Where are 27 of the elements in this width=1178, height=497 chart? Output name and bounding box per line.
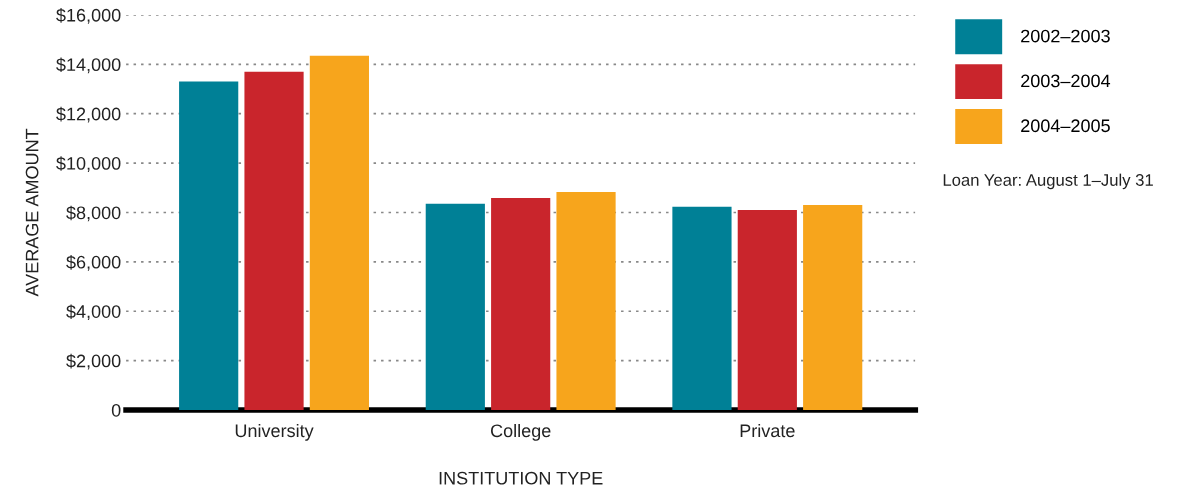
y-tick-label: $8,000 xyxy=(66,205,121,222)
y-tick-label: $16,000 xyxy=(56,8,121,24)
x-tick-label: University xyxy=(235,423,314,441)
y-tick-label: $12,000 xyxy=(56,106,121,123)
x-tick-label: Private xyxy=(740,423,795,438)
bar xyxy=(425,203,485,411)
bar xyxy=(803,205,863,411)
text: Loan Year: August 1–July 31 xyxy=(943,173,1153,190)
bar xyxy=(244,71,304,411)
bar xyxy=(556,191,616,411)
x-axis-title: INSTITUTION TYPE xyxy=(439,471,603,485)
y-tick-label: $10,000 xyxy=(56,156,121,172)
y-tick-label: $6,000 xyxy=(66,255,121,271)
bar xyxy=(491,197,551,411)
bar xyxy=(737,210,797,411)
y-tick-label: $14,000 xyxy=(56,57,121,74)
x-tick-label: College xyxy=(490,423,551,441)
legend-label: 2002–2003 xyxy=(1021,29,1110,43)
legend-label: 2003–2004 xyxy=(1021,74,1111,88)
y-tick-label: $2,000 xyxy=(66,353,121,370)
bar xyxy=(672,206,732,411)
legend-label: 2004–2005 xyxy=(1021,119,1110,133)
y-tick-label: 0 xyxy=(111,403,121,417)
bar xyxy=(179,81,239,411)
bar xyxy=(309,55,369,411)
y-tick-label: $4,000 xyxy=(66,304,121,321)
y-axis-title: AVERAGE AMOUNT xyxy=(25,128,39,297)
